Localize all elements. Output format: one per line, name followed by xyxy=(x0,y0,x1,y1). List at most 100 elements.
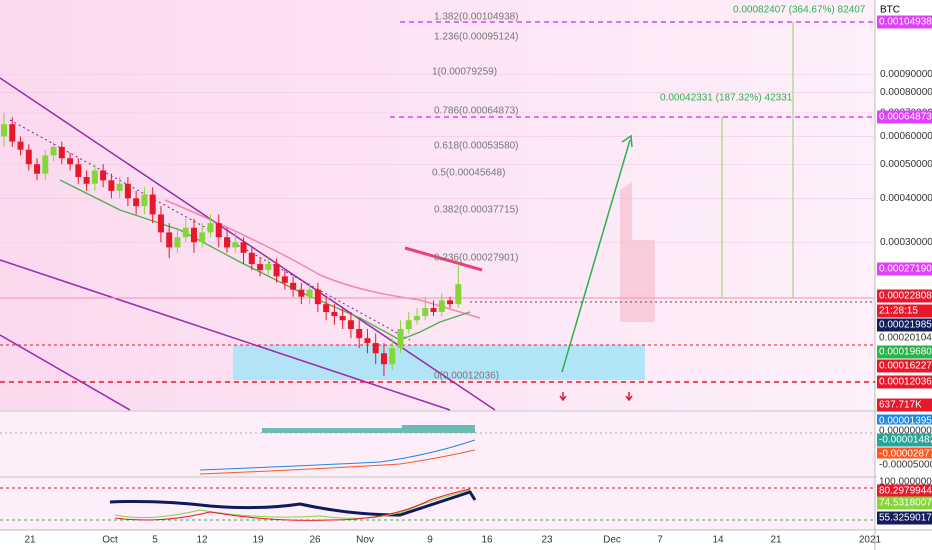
candle-body xyxy=(190,227,197,243)
trend-dotted xyxy=(9,119,411,341)
candle-body xyxy=(124,183,131,199)
candle-body xyxy=(58,146,65,159)
candle-body xyxy=(273,264,280,277)
price-badge: 0.00027190 xyxy=(879,264,932,275)
x-tick-label: 7 xyxy=(657,535,663,546)
candle-body xyxy=(224,237,231,248)
candle-body xyxy=(67,158,74,165)
x-tick-label: Dec xyxy=(603,535,621,546)
price-badge-bg xyxy=(877,331,932,345)
candle-body xyxy=(248,252,255,265)
candle-body xyxy=(372,343,379,354)
candle-body xyxy=(17,141,24,150)
candle-body xyxy=(25,149,32,165)
macd-label-bg xyxy=(877,447,932,461)
candle-body xyxy=(364,338,371,344)
price-badge-bg xyxy=(877,262,932,276)
price-badge: 0.00022808 xyxy=(879,291,932,302)
rsi-label-bg xyxy=(877,511,932,525)
candle-body xyxy=(397,328,404,349)
x-tick-label: 5 xyxy=(152,535,158,546)
candle-body xyxy=(314,289,321,305)
candle-body xyxy=(414,316,420,321)
price-badge: 0.00064873 xyxy=(879,112,932,123)
x-tick-label: 19 xyxy=(252,535,264,546)
fib-label: 0.382(0.00037715) xyxy=(434,205,519,216)
price-badge: 21:28:15 xyxy=(879,306,918,317)
candle-body xyxy=(75,164,82,177)
y-tick-label: 0.00060000 xyxy=(880,131,932,142)
macd-label-bg xyxy=(877,414,932,428)
price-badge: 0.00020104 xyxy=(879,333,932,344)
price-badge-bg xyxy=(877,15,932,29)
candle-body xyxy=(306,289,313,297)
x-tick-label: Oct xyxy=(102,535,118,546)
channel-line xyxy=(0,334,131,411)
rsi-slow xyxy=(114,488,471,521)
rsi-label: 55.32590171 xyxy=(879,513,932,524)
down-arrows xyxy=(559,392,633,402)
target-label: 0.00082407 (364.67%) 82407 xyxy=(733,5,866,16)
x-tick-label: 16 xyxy=(481,535,493,546)
candle-body xyxy=(116,183,123,191)
macd-label: 0.00000000 xyxy=(879,426,932,437)
candle-body xyxy=(290,282,297,290)
candle-body xyxy=(207,223,214,233)
macd-label-bg xyxy=(877,433,932,447)
candle-body xyxy=(133,198,140,207)
candle-body xyxy=(174,237,181,248)
candle-body xyxy=(215,223,222,238)
x-tick-label: 21 xyxy=(24,535,36,546)
macd-label: -0.00001482 xyxy=(879,435,932,446)
price-badge: 0.00019680 xyxy=(879,347,932,358)
x-tick-label: Nov xyxy=(356,535,374,546)
price-badge-bg xyxy=(877,375,932,389)
candle-body xyxy=(356,328,363,339)
fib-label: 0.236(0.00027901) xyxy=(434,253,519,264)
fib-label: 0(0.00012036) xyxy=(434,371,499,382)
x-tick-label: 26 xyxy=(309,535,321,546)
candle-body xyxy=(438,300,445,312)
candle-body xyxy=(232,242,239,248)
x-tick-label: 9 xyxy=(427,535,433,546)
candle-body xyxy=(149,194,156,215)
macd-label: 0.00001395 xyxy=(879,416,932,427)
target-label: 0.00042331 (187.32%) 42331 xyxy=(660,93,793,104)
candle-body xyxy=(182,227,189,238)
x-tick-label: 12 xyxy=(196,535,208,546)
channel-line xyxy=(0,259,451,411)
rsi-label-bg xyxy=(877,496,932,510)
price-badge-bg xyxy=(877,359,932,373)
macd-label: -0.00002877 xyxy=(879,449,932,460)
candle-body xyxy=(100,170,107,181)
y-tick-label: 0.00040000 xyxy=(880,193,932,204)
price-badge: 0.00012036 xyxy=(879,377,932,388)
rsi-fast xyxy=(114,489,471,519)
support-zone xyxy=(233,345,645,380)
channel-line xyxy=(0,77,496,411)
candle-body xyxy=(455,284,462,305)
candle-body xyxy=(380,353,387,365)
rsi-main xyxy=(109,490,477,517)
candle-body xyxy=(422,308,429,317)
candle-body xyxy=(298,289,305,297)
x-tick-label: 21 xyxy=(770,535,782,546)
candle-body xyxy=(430,308,437,312)
signal-line xyxy=(199,449,476,475)
candle-body xyxy=(1,124,7,137)
candle-body xyxy=(9,124,16,142)
x-tick-label: 2021 xyxy=(859,535,882,546)
macd-label: -0.00005000 xyxy=(879,460,932,471)
candle-body xyxy=(50,146,57,156)
candle-body xyxy=(323,304,330,312)
candle-body xyxy=(166,232,173,248)
candle-body xyxy=(347,320,354,329)
candle-body xyxy=(281,276,288,283)
price-badge: 0.00104938 xyxy=(879,17,932,28)
arrow-up xyxy=(561,139,631,373)
rsi-label: 80.29799447 xyxy=(879,486,932,497)
price-badge: 0.00021985 xyxy=(879,320,932,331)
rsi-label: 100.00000000 xyxy=(879,477,932,488)
candle-body xyxy=(265,264,272,271)
